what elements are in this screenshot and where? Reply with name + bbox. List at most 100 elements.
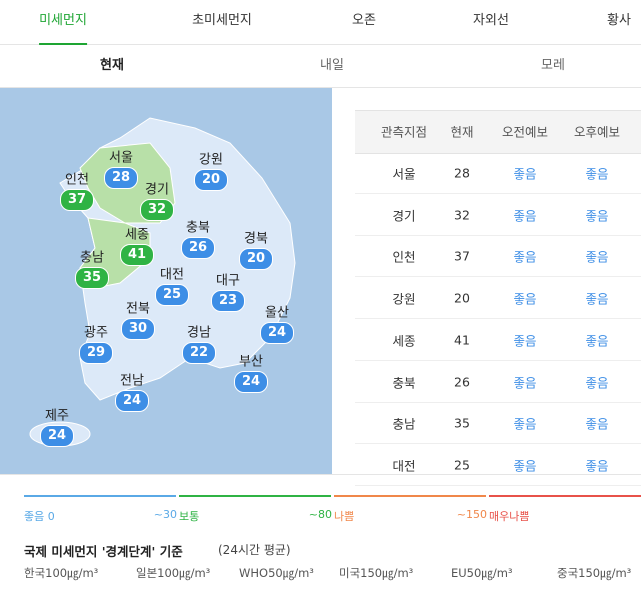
row-divider xyxy=(355,359,641,361)
region-name: 경남 xyxy=(187,325,211,341)
legend-limit: ~150 xyxy=(456,508,487,521)
legend-level: 보통 xyxy=(179,510,200,523)
current-value: 32 xyxy=(454,207,470,223)
forecast: 좋음 xyxy=(585,375,609,390)
forecast: 좋음 xyxy=(513,208,537,224)
region-name: 울산 xyxy=(265,305,289,321)
region-name: 경기 xyxy=(145,182,169,198)
region-value[interactable]: 22 xyxy=(182,342,216,364)
tab-divider xyxy=(0,44,641,45)
region-value[interactable]: 24 xyxy=(115,390,149,412)
forecast: 좋음 xyxy=(513,333,537,349)
region-name: 제주 xyxy=(45,408,69,424)
region-value[interactable]: 30 xyxy=(121,318,155,340)
region-value[interactable]: 24 xyxy=(234,371,268,393)
region-value[interactable]: 26 xyxy=(181,237,215,259)
forecast: 좋음 xyxy=(585,333,609,349)
region-name: 충남 xyxy=(80,250,104,266)
standard-item: 한국100㎍/m³ xyxy=(24,566,99,580)
region-value[interactable]: 24 xyxy=(260,322,294,344)
current-value: 20 xyxy=(454,290,470,306)
forecast: 좋음 xyxy=(513,416,537,432)
forecast: 좋음 xyxy=(513,249,537,265)
row-divider xyxy=(355,193,641,194)
region-value[interactable]: 20 xyxy=(194,169,228,191)
standard-item: 미국150㎍/m³ xyxy=(339,566,414,580)
standard-item: EU50㎍/m³ xyxy=(451,566,513,580)
region-name: 대구 xyxy=(216,273,240,289)
standard-title: 국제 미세먼지 '경계단계' 기준 xyxy=(24,544,183,559)
region-value[interactable]: 29 xyxy=(79,342,113,364)
region-name: 대전 xyxy=(160,267,184,283)
station: 강원 xyxy=(392,291,416,307)
region-name: 서울 xyxy=(109,150,133,166)
region-name: 충북 xyxy=(186,220,210,236)
legend-line xyxy=(24,495,176,497)
subtab[interactable]: 내일 xyxy=(320,58,344,73)
table-header: 오후예보 xyxy=(573,124,621,140)
legend-line xyxy=(179,495,331,497)
region-value[interactable]: 32 xyxy=(140,199,174,221)
region-value[interactable]: 35 xyxy=(75,267,109,289)
row-divider xyxy=(355,318,641,320)
subtab-divider xyxy=(0,87,641,88)
current-value: 41 xyxy=(454,332,470,348)
forecast: 좋음 xyxy=(513,291,537,307)
forecast: 좋음 xyxy=(585,166,609,182)
legend-limit: ~30 xyxy=(153,508,177,521)
tab[interactable]: 황사 xyxy=(607,13,631,28)
region-name: 광주 xyxy=(84,325,108,341)
region-name: 전남 xyxy=(120,373,144,389)
region-name: 경북 xyxy=(244,231,268,247)
forecast: 좋음 xyxy=(585,249,609,265)
standard-item: 일본100㎍/m³ xyxy=(136,566,211,580)
station: 인천 xyxy=(392,249,416,265)
region-name: 세종 xyxy=(125,227,149,243)
station: 충북 xyxy=(392,375,416,390)
table-header: 오전예보 xyxy=(501,124,549,140)
current-value: 26 xyxy=(454,374,470,389)
table-header: 현재 xyxy=(450,124,474,140)
region-value[interactable]: 25 xyxy=(155,284,189,306)
region-value[interactable]: 28 xyxy=(104,167,138,189)
current-value: 25 xyxy=(454,457,470,473)
forecast: 좋음 xyxy=(513,166,537,182)
tab[interactable]: 미세먼지 xyxy=(39,0,87,45)
subtab[interactable]: 현재 xyxy=(100,58,124,73)
station: 경기 xyxy=(392,208,416,224)
row-divider xyxy=(355,484,641,486)
region-name: 인천 xyxy=(65,172,89,188)
legend-level: 매우나쁨 xyxy=(489,510,530,523)
tab[interactable]: 자외선 xyxy=(473,13,509,28)
table-header: 관측지점 xyxy=(380,124,428,140)
forecast: 좋음 xyxy=(585,458,609,474)
legend-level: 나쁨 xyxy=(334,510,355,523)
region-value[interactable]: 20 xyxy=(239,248,273,270)
row-divider xyxy=(355,443,641,445)
section-divider xyxy=(0,474,641,475)
forecast: 좋음 xyxy=(585,291,609,307)
row-divider xyxy=(355,401,641,403)
forecast: 좋음 xyxy=(585,208,609,224)
current-value: 28 xyxy=(454,165,470,181)
region-value[interactable]: 23 xyxy=(211,290,245,312)
station: 서울 xyxy=(392,166,416,182)
region-name: 부산 xyxy=(239,354,263,370)
table-header-bg xyxy=(355,110,641,154)
region-name: 강원 xyxy=(199,152,223,168)
tab[interactable]: 초미세먼지 xyxy=(192,13,252,28)
station: 세종 xyxy=(392,333,416,349)
row-divider xyxy=(355,276,641,278)
tab[interactable]: 오존 xyxy=(352,13,376,28)
legend-line xyxy=(489,495,641,497)
legend-line xyxy=(334,495,486,497)
legend-level: 좋음 0 xyxy=(24,510,55,523)
region-value[interactable]: 41 xyxy=(120,244,154,266)
row-divider xyxy=(355,234,641,236)
region-value[interactable]: 37 xyxy=(60,189,94,211)
region-value[interactable]: 24 xyxy=(40,425,74,447)
standard-item: WHO50㎍/m³ xyxy=(239,566,314,580)
station: 대전 xyxy=(392,458,416,474)
subtab[interactable]: 모레 xyxy=(541,58,565,73)
